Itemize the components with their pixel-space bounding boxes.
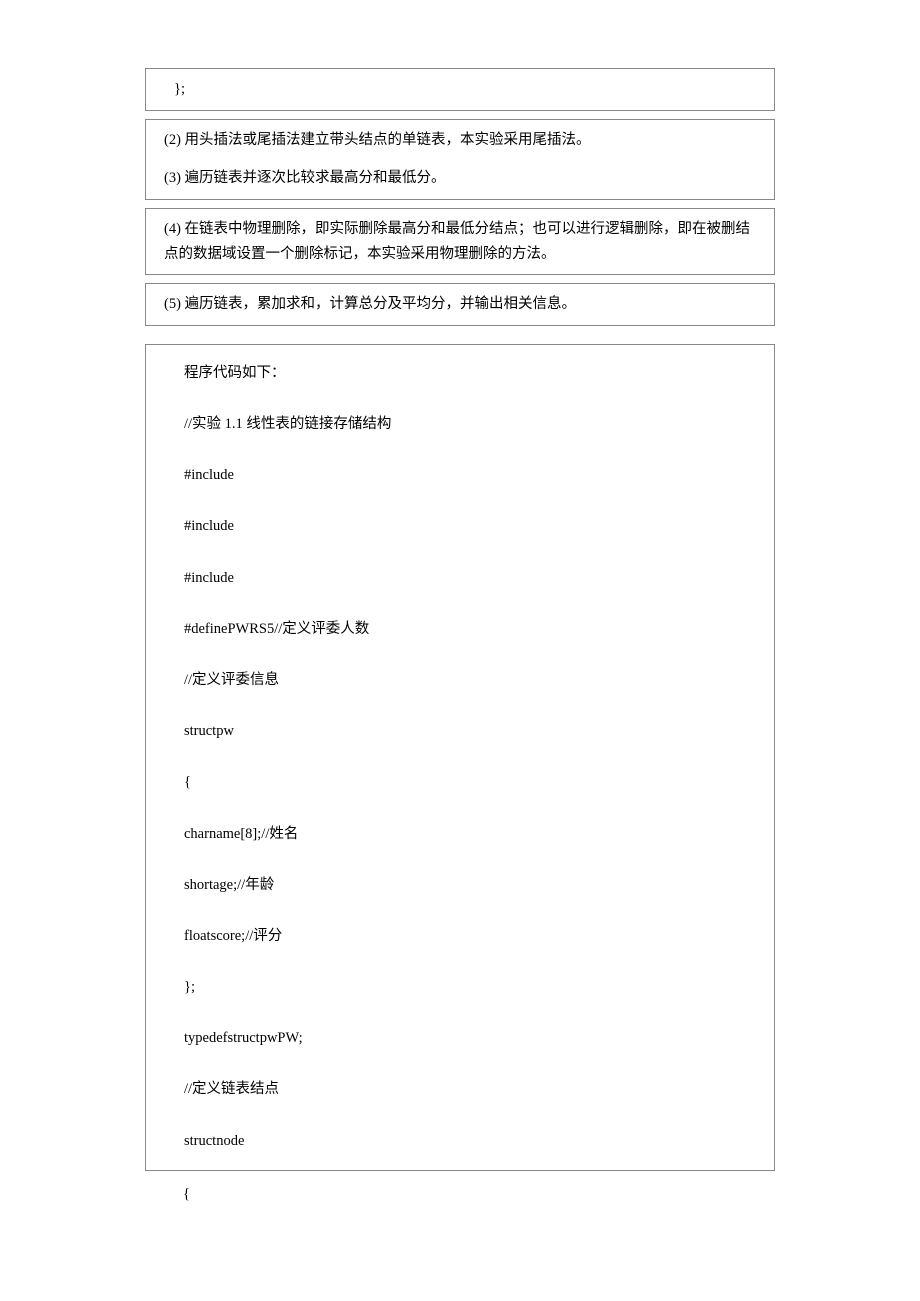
code-line: //定义链表结点 — [184, 1075, 736, 1104]
code-line: floatscore;//评分 — [184, 922, 736, 951]
step-2-text: (2) 用头插法或尾插法建立带头结点的单链表，本实验采用尾插法。 — [164, 128, 756, 153]
code-line: }; — [184, 973, 736, 1002]
code-line: //实验 1.1 线性表的链接存储结构 — [184, 410, 736, 439]
step-box-2-3: (2) 用头插法或尾插法建立带头结点的单链表，本实验采用尾插法。 (3) 遍历链… — [145, 119, 775, 200]
code-line: structpw — [184, 717, 736, 746]
code-line: #definePWRS5//定义评委人数 — [184, 615, 736, 644]
code-line: charname[8];//姓名 — [184, 820, 736, 849]
code-text: }; — [174, 77, 756, 102]
code-line: #include — [184, 461, 736, 490]
code-line: typedefstructpwPW; — [184, 1024, 736, 1053]
step-3-text: (3) 遍历链表并逐次比较求最高分和最低分。 — [164, 166, 756, 191]
step-box-4: (4) 在链表中物理删除，即实际删除最高分和最低分结点；也可以进行逻辑删除，即在… — [145, 208, 775, 275]
code-line: #include — [184, 564, 736, 593]
code-line: shortage;//年龄 — [184, 871, 736, 900]
code-fragment-open-brace: { — [183, 1183, 775, 1206]
code-line: { — [184, 768, 736, 797]
step-box-5: (5) 遍历链表，累加求和，计算总分及平均分，并输出相关信息。 — [145, 283, 775, 326]
code-line: structnode — [184, 1127, 736, 1156]
step-5-text: (5) 遍历链表，累加求和，计算总分及平均分，并输出相关信息。 — [164, 292, 756, 317]
code-line: //定义评委信息 — [184, 666, 736, 695]
code-fragment-box-1: }; — [145, 68, 775, 111]
step-4-text: (4) 在链表中物理删除，即实际删除最高分和最低分结点；也可以进行逻辑删除，即在… — [164, 217, 756, 266]
code-line: 程序代码如下： — [184, 359, 736, 388]
code-listing-box: 程序代码如下： //实验 1.1 线性表的链接存储结构 #include #in… — [145, 344, 775, 1171]
code-line: #include — [184, 512, 736, 541]
